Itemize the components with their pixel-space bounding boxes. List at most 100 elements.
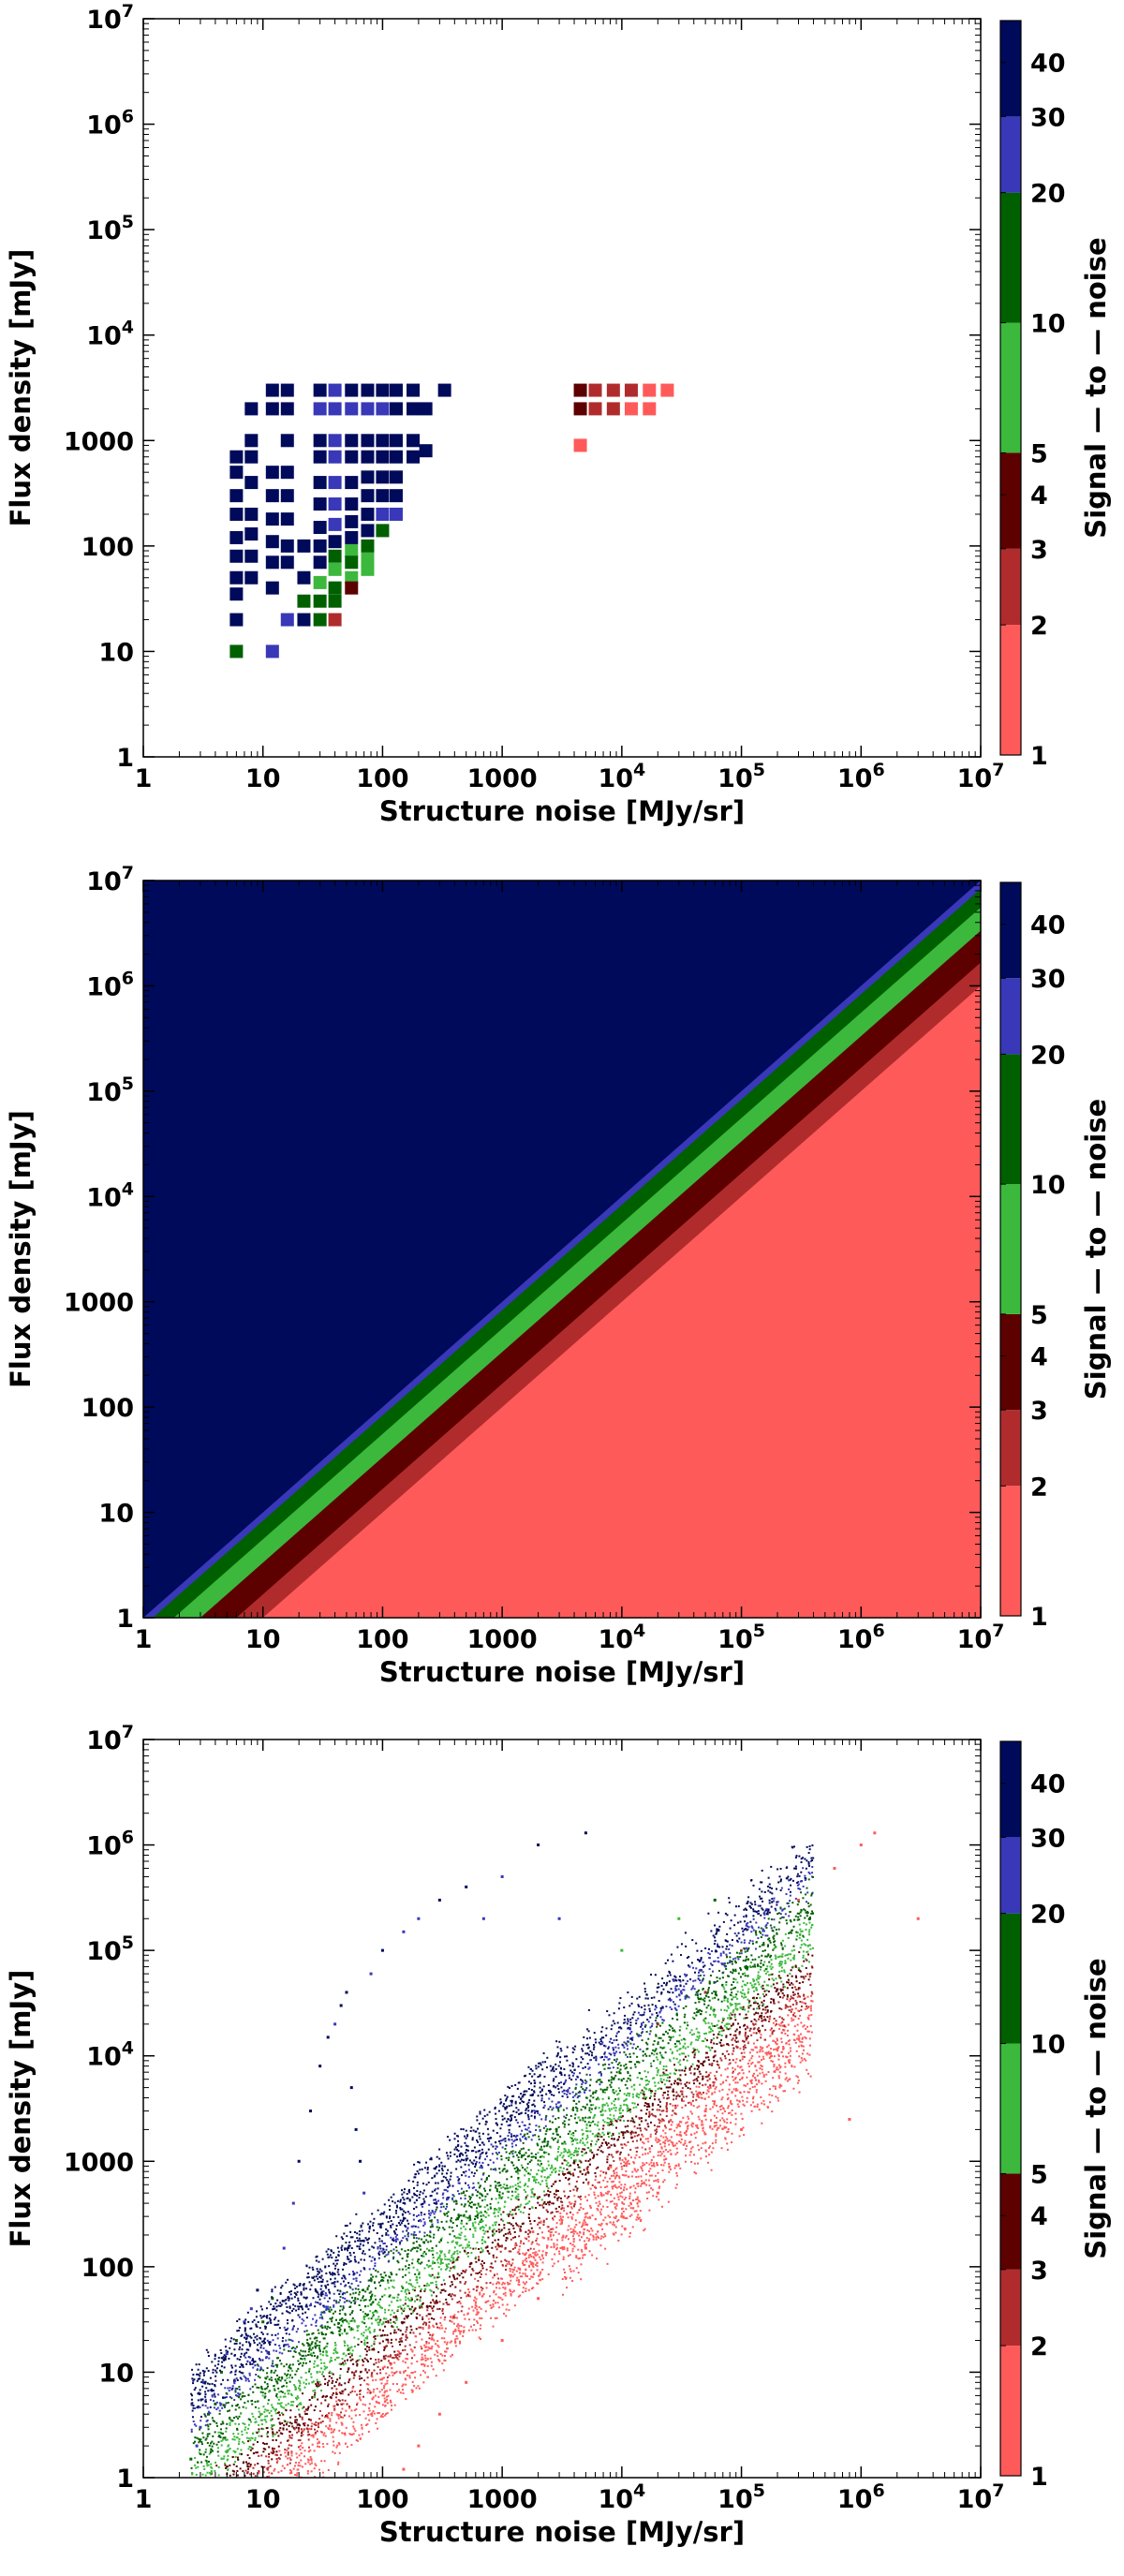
cloud-point <box>487 2300 490 2302</box>
cloud-point <box>390 2272 392 2274</box>
cloud-point <box>784 2062 787 2065</box>
cloud-point <box>556 2151 559 2154</box>
cloud-point <box>236 2428 239 2431</box>
cloud-point <box>601 2041 604 2044</box>
cloud-point <box>805 1867 807 1870</box>
cloud-point <box>730 1988 732 1991</box>
cloud-point <box>338 2293 341 2296</box>
cloud-point <box>607 2124 610 2126</box>
cloud-point <box>377 2316 380 2318</box>
cloud-point <box>379 2368 382 2371</box>
cloud-point <box>294 2385 297 2388</box>
cloud-point <box>454 2258 457 2261</box>
cloud-point <box>527 2172 530 2175</box>
cloud-point <box>509 2270 511 2273</box>
cloud-point <box>274 2323 276 2326</box>
cloud-point <box>535 2124 538 2127</box>
cloud-point <box>369 2358 372 2361</box>
cloud-point <box>355 2361 358 2363</box>
cloud-point <box>335 2235 338 2238</box>
cloud-point <box>554 2196 556 2198</box>
cloud-point <box>392 2357 394 2360</box>
cloud-point <box>247 2348 250 2351</box>
cloud-point <box>551 2166 554 2169</box>
cloud-point <box>259 2337 262 2340</box>
cloud-point <box>695 1967 698 1970</box>
data-point <box>333 2022 337 2026</box>
cloud-point <box>721 2117 724 2120</box>
cloud-point <box>252 2466 255 2469</box>
cloud-point <box>556 2053 559 2056</box>
y-tick-label: 106 <box>86 968 134 1001</box>
cloud-point <box>493 2211 495 2213</box>
cloud-point <box>562 2142 565 2145</box>
cloud-point <box>614 2185 617 2188</box>
cloud-point <box>214 2369 217 2372</box>
cloud-point <box>443 2318 446 2321</box>
cloud-point <box>805 1958 807 1961</box>
cloud-point <box>694 1971 697 1974</box>
cloud-point <box>761 2012 763 2015</box>
cloud-point <box>782 1986 785 1989</box>
cloud-point <box>633 2162 636 2165</box>
cloud-point <box>375 2361 377 2364</box>
y-tick-label: 106 <box>86 107 134 141</box>
cloud-point <box>613 2160 615 2163</box>
cloud-point <box>416 2298 419 2301</box>
cloud-point <box>321 2471 324 2474</box>
cloud-point <box>511 2195 514 2198</box>
cloud-point <box>568 2170 570 2173</box>
cloud-point <box>752 2032 755 2035</box>
cloud-point <box>759 1968 762 1971</box>
cloud-point <box>737 2022 740 2025</box>
cloud-point <box>518 2279 521 2282</box>
cloud-point <box>322 2394 325 2397</box>
cloud-point <box>611 2120 614 2123</box>
cloud-point <box>331 2382 333 2385</box>
cloud-point <box>426 2376 429 2378</box>
cloud-point <box>351 2349 354 2352</box>
cloud-point <box>399 2344 402 2347</box>
cloud-point <box>310 2404 313 2406</box>
cloud-point <box>211 2466 214 2469</box>
cloud-point <box>547 2153 550 2155</box>
cloud-point <box>634 2156 637 2159</box>
cloud-point <box>202 2372 205 2375</box>
cloud-point <box>570 2207 573 2210</box>
cloud-point <box>192 2442 195 2445</box>
data-point <box>328 613 342 627</box>
cloud-point <box>679 1980 682 1983</box>
cloud-point <box>303 2386 306 2389</box>
cloud-point <box>202 2374 205 2376</box>
cloud-point <box>599 2135 601 2138</box>
cloud-point <box>610 2028 613 2031</box>
cloud-point <box>762 2058 765 2061</box>
cloud-point <box>550 2212 553 2214</box>
cloud-point <box>451 2197 453 2199</box>
cloud-point <box>319 2430 322 2433</box>
cloud-point <box>599 2110 602 2113</box>
cloud-point <box>698 1989 701 1991</box>
cloud-point <box>321 2258 324 2260</box>
cloud-point <box>331 2387 333 2390</box>
cloud-point <box>349 2236 352 2239</box>
cloud-point <box>407 2190 410 2193</box>
cloud-point <box>500 2228 503 2231</box>
cloud-point <box>541 2278 544 2281</box>
cloud-point <box>307 2446 310 2449</box>
cloud-point <box>303 2381 305 2384</box>
cloud-point <box>211 2440 214 2443</box>
cloud-point <box>789 2054 791 2057</box>
cloud-point <box>725 1939 728 1942</box>
cloud-point <box>255 2323 258 2326</box>
cloud-point <box>467 2175 470 2178</box>
cloud-point <box>793 2025 796 2028</box>
cloud-point <box>726 2043 729 2046</box>
cloud-point <box>385 2216 388 2219</box>
cloud-point <box>790 1969 792 1972</box>
cloud-point <box>334 2351 337 2354</box>
cloud-point <box>262 2450 265 2453</box>
cloud-point <box>348 2300 351 2302</box>
cloud-point <box>343 2263 346 2266</box>
data-point <box>873 1831 877 1835</box>
